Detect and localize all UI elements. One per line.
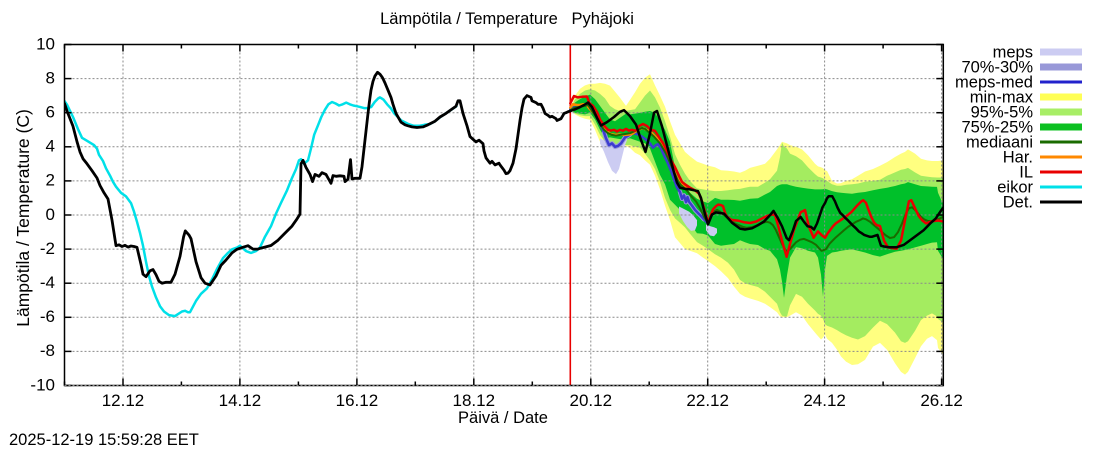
svg-text:2025-12-19 15:59:28 EET: 2025-12-19 15:59:28 EET: [9, 431, 199, 449]
svg-text:Det.: Det.: [1003, 194, 1033, 212]
svg-text:95%-5%: 95%-5%: [971, 104, 1034, 122]
svg-text:Päivä / Date: Päivä / Date: [458, 409, 548, 427]
svg-text:4: 4: [46, 137, 55, 156]
svg-text:20.12: 20.12: [570, 391, 613, 410]
svg-text:14.12: 14.12: [219, 391, 262, 410]
svg-text:26.12: 26.12: [920, 391, 963, 410]
svg-text:min-max: min-max: [970, 89, 1034, 107]
svg-text:75%-25%: 75%-25%: [961, 119, 1033, 137]
svg-text:8: 8: [46, 68, 55, 87]
svg-text:-6: -6: [40, 307, 55, 326]
svg-text:2: 2: [46, 171, 55, 190]
svg-text:-4: -4: [40, 273, 55, 292]
svg-text:6: 6: [46, 103, 55, 122]
svg-text:24.12: 24.12: [803, 391, 846, 410]
svg-text:10: 10: [36, 34, 55, 53]
svg-text:18.12: 18.12: [453, 391, 496, 410]
svg-text:22.12: 22.12: [686, 391, 729, 410]
svg-text:meps-med: meps-med: [955, 74, 1033, 92]
svg-text:-8: -8: [40, 341, 55, 360]
svg-text:IL: IL: [1019, 164, 1033, 182]
svg-text:16.12: 16.12: [336, 391, 379, 410]
svg-text:70%-30%: 70%-30%: [961, 59, 1033, 77]
svg-text:mediaani: mediaani: [966, 134, 1033, 152]
svg-text:0: 0: [46, 205, 55, 224]
svg-text:12.12: 12.12: [102, 391, 145, 410]
svg-text:-10: -10: [30, 375, 55, 394]
svg-text:Lämpötila / Temperature Pyhä: Lämpötila / Temperature Pyhäjoki: [380, 10, 634, 28]
svg-text:Har.: Har.: [1003, 149, 1033, 167]
svg-text:meps: meps: [993, 44, 1033, 62]
svg-text:Lämpötila / Temperature (C): Lämpötila / Temperature (C): [13, 109, 33, 327]
svg-text:-2: -2: [40, 239, 55, 258]
svg-text:eikor: eikor: [997, 179, 1033, 197]
